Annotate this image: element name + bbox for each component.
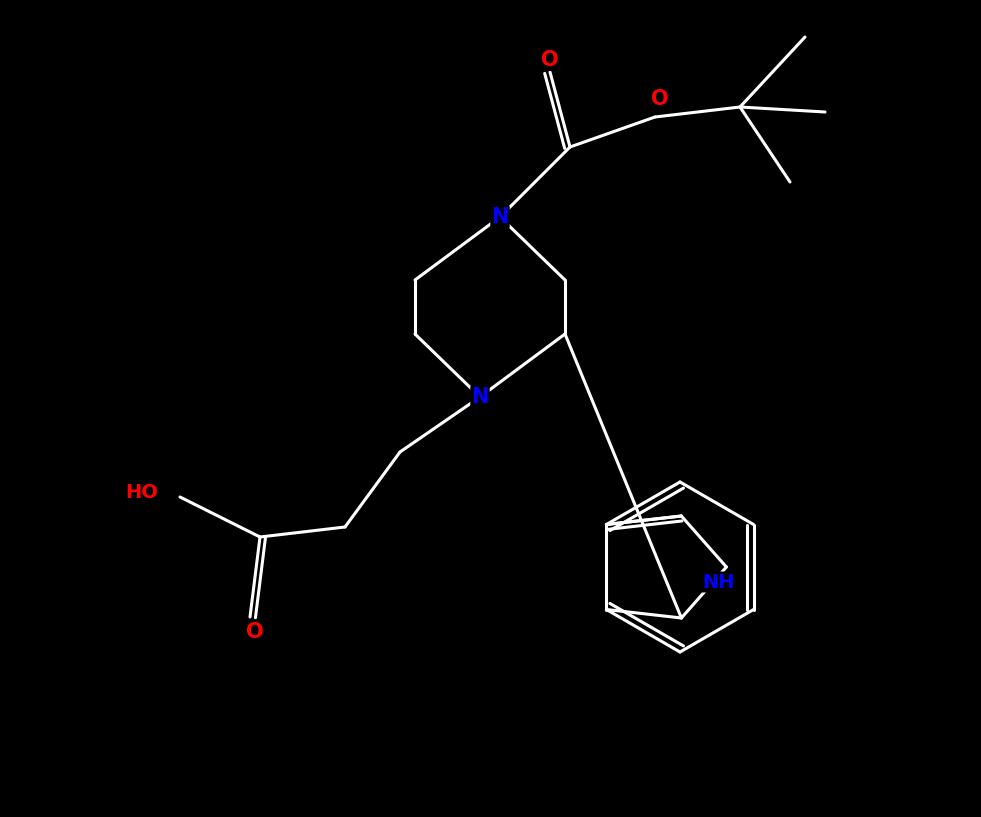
Text: O: O (246, 622, 264, 642)
Text: N: N (491, 207, 509, 227)
Text: O: O (651, 89, 669, 109)
Text: O: O (542, 50, 559, 70)
Text: NH: NH (702, 573, 735, 592)
Text: HO: HO (126, 483, 158, 502)
Text: N: N (471, 387, 489, 407)
